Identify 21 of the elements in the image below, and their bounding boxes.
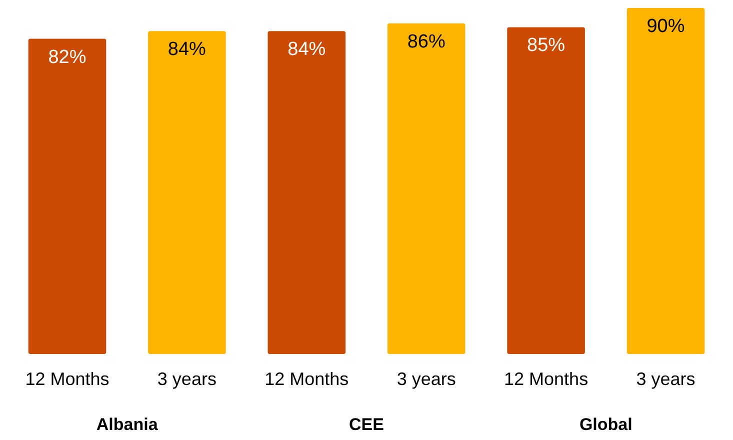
text: CEE [349,415,384,434]
x-tick-label: 12 Months [25,369,110,389]
bar [268,31,346,354]
bar [387,23,466,354]
data-label: 82% [48,46,86,68]
data-label: 86% [407,31,446,52]
x-tick-label: 3 years [396,369,456,389]
bar [626,8,705,354]
text: Global [579,415,632,434]
x-tick-label: 12 Months [264,369,349,389]
x-tick-label: 12 Months [504,369,588,389]
x-tick-label: 3 years [157,369,216,389]
data-label: 84% [168,39,206,60]
bar [148,31,226,354]
data-label: 90% [646,16,685,37]
data-label: 84% [288,39,326,60]
data-label: 85% [527,35,566,56]
bar [507,27,585,354]
x-tick-label: 3 years [636,369,696,389]
text: Albania [96,415,158,434]
bar [28,38,106,354]
